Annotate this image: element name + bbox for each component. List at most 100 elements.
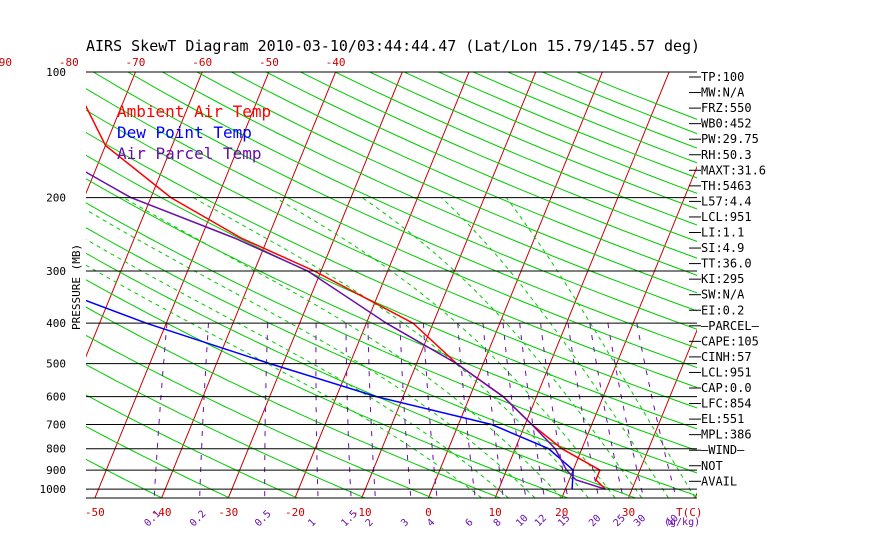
dry-adiabat-line (86, 458, 163, 498)
isotherm-line (86, 72, 136, 195)
mixing-ratio-layer (153, 323, 677, 498)
index-item: TP:100 (701, 70, 744, 84)
mixing-ratio-line (636, 323, 677, 498)
dry-adiabat-line (86, 252, 636, 498)
index-item: —PARCEL— (701, 319, 760, 333)
pressure-tick-label: 200 (46, 192, 66, 205)
index-item: NOT (701, 459, 723, 473)
dry-adiabat-line (196, 72, 697, 294)
isotherm-line (561, 165, 697, 498)
dry-adiabat-line (86, 425, 230, 498)
dry-adiabat-line (86, 306, 501, 498)
pressure-tick-label: 700 (46, 419, 66, 432)
bottom-temp-tick-label: 0 (425, 506, 432, 519)
moist-adiabat-line (86, 238, 509, 498)
isotherm-line (361, 72, 537, 498)
dry-adiabat-line (473, 72, 697, 164)
index-item: CAP:0.0 (701, 381, 752, 395)
mixing-ratio-label: 12 (533, 513, 549, 529)
dry-adiabat-line (231, 72, 697, 276)
moist-adiabat-line (361, 197, 643, 498)
dry-adiabat-line (369, 72, 697, 210)
index-item: SI:4.9 (701, 241, 744, 255)
bottom-temp-tick-label: 10 (488, 506, 501, 519)
legend-entry: Air Parcel Temp (117, 144, 262, 163)
bottom-temp-tick-label: -20 (285, 506, 305, 519)
mixing-ratio-line (502, 323, 527, 498)
isotherm-line (427, 72, 603, 498)
bottom-temp-tick-label: -40 (152, 506, 172, 519)
isotherm-line (294, 72, 470, 498)
dry-adiabat-line (127, 72, 697, 330)
mixing-ratio-label: 1 (306, 517, 318, 529)
index-item: CAPE:105 (701, 334, 759, 348)
index-item: MW:N/A (701, 86, 745, 100)
top-temp-tick-label: -40 (326, 56, 346, 69)
dry-adiabat-line (86, 394, 298, 498)
mixing-ratio-line (607, 323, 645, 498)
index-item: EL:551 (701, 412, 744, 426)
isotherm-line (628, 328, 697, 498)
pressure-tick-label: 400 (46, 317, 66, 330)
index-item: WB0:452 (701, 117, 752, 131)
dry-adiabat-line (86, 334, 433, 498)
dry-adiabat-line (507, 72, 697, 149)
index-item: LI:1.1 (701, 226, 744, 240)
mixing-ratio-line (519, 323, 545, 498)
isotherm-line (0, 72, 2, 498)
dry-adiabat-line (86, 202, 697, 474)
moist-adiabat-line (86, 264, 483, 498)
bottom-temp-tick-label: 30 (622, 506, 635, 519)
legend-entry: Dew Point Temp (117, 123, 252, 142)
mixing-ratio-unit: (g/kg) (664, 517, 700, 528)
dry-adiabat-line (265, 72, 697, 259)
dry-adiabat-line (334, 72, 697, 226)
bottom-temp-tick-label: 20 (555, 506, 568, 519)
mixing-ratio-line (567, 323, 600, 498)
mixing-ratio-label: 20 (587, 513, 603, 529)
mixing-ratio-label: 0.5 (253, 509, 274, 530)
index-item: SW:N/A (701, 288, 745, 302)
pressure-tick-label: 800 (46, 443, 66, 456)
index-item: EI:0.2 (701, 303, 744, 317)
index-item: TH:5463 (701, 179, 752, 193)
index-item: AVAIL (701, 474, 737, 488)
index-item: LCL:951 (701, 365, 752, 379)
mixing-ratio-line (315, 323, 319, 498)
dry-adiabat-line (86, 109, 697, 388)
dry-adiabat-line (86, 364, 366, 498)
index-item: TT:36.0 (701, 257, 752, 271)
chart-title: AIRS SkewT Diagram 2010-03-10/03:44:44.4… (86, 37, 700, 55)
pressure-tick-label: 900 (46, 464, 66, 477)
legend-entry: Ambient Air Temp (117, 102, 271, 121)
top-temp-tick-label: -90 (0, 56, 12, 69)
mixing-ratio-label: 0.2 (188, 509, 209, 530)
index-item: RH:50.3 (701, 148, 752, 162)
x-axis-label: T(C) (676, 506, 703, 519)
dry-adiabat-line (86, 227, 697, 497)
top-temp-tick-label: -70 (126, 56, 146, 69)
dry-adiabat-line (86, 154, 697, 430)
mixing-ratio-line (589, 323, 624, 498)
pressure-tick-label: 1000 (40, 483, 67, 496)
dry-adiabat-line (86, 88, 697, 369)
top-temp-tick-label: -80 (59, 56, 79, 69)
isotherm-line (0, 72, 69, 498)
mixing-ratio-line (199, 323, 209, 498)
series-air-parcel-temp (86, 171, 606, 490)
index-item: PW:29.75 (701, 132, 759, 146)
index-item: MPL:386 (701, 428, 752, 442)
series-layer (86, 104, 606, 490)
dry-adiabat-line (86, 131, 697, 409)
bottom-temp-tick-label: -10 (352, 506, 372, 519)
mixing-ratio-label: 10 (514, 513, 530, 529)
moist-adiabat-line (274, 197, 616, 498)
mixing-ratio-line (153, 323, 168, 498)
mixing-ratio-line (457, 323, 476, 498)
pressure-tick-label: 300 (46, 265, 66, 278)
bottom-temp-tick-label: -30 (218, 506, 238, 519)
index-item: CINH:57 (701, 350, 752, 364)
grid-layer (0, 72, 697, 498)
